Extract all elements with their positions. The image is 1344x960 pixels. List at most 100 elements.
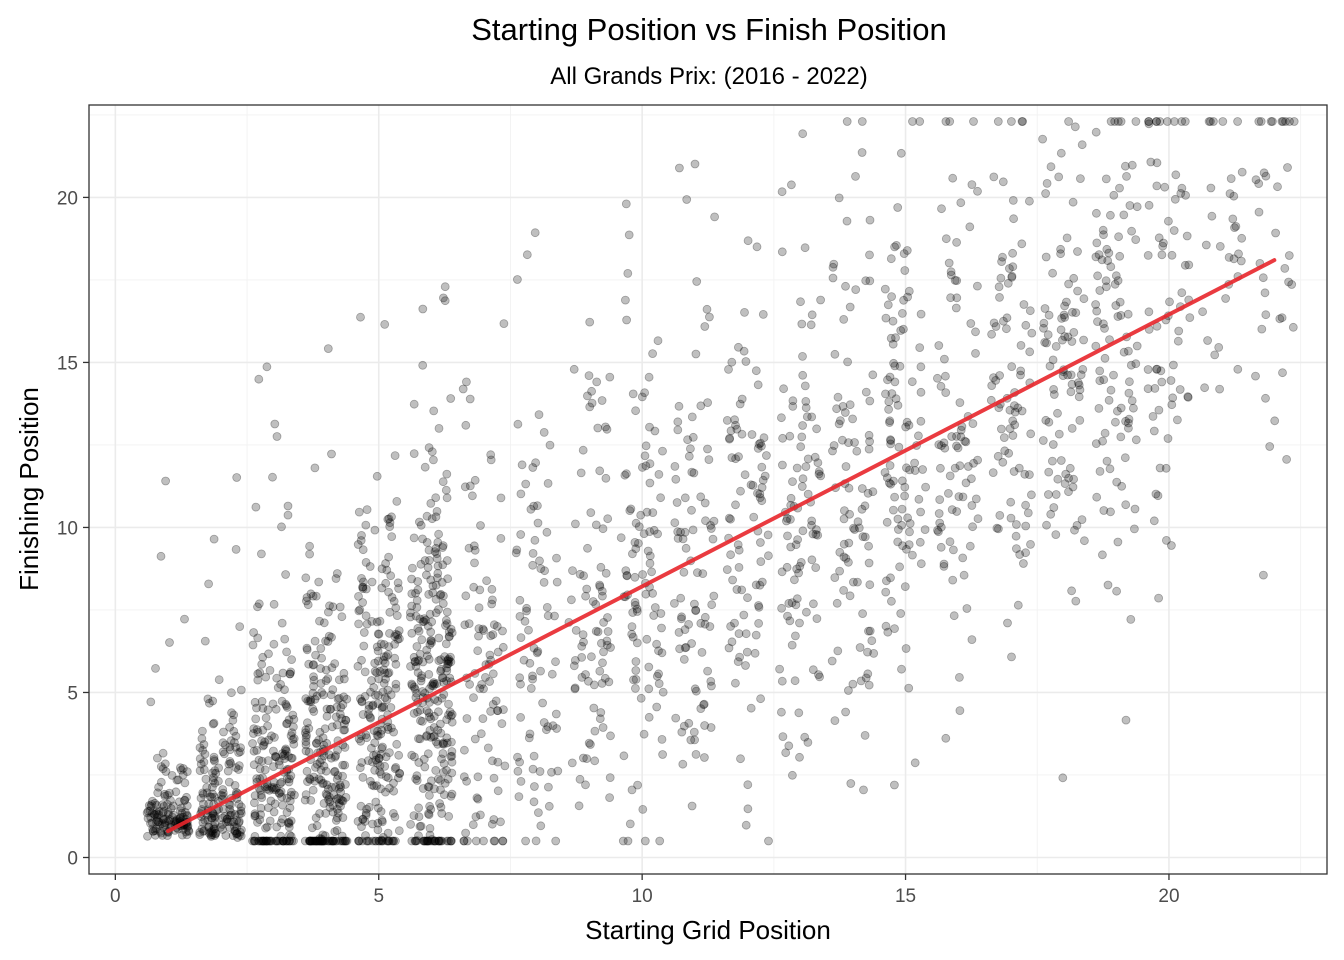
data-point [865, 396, 875, 406]
data-point [276, 787, 286, 796]
data-point [1038, 436, 1048, 445]
data-point [648, 349, 657, 359]
data-point [260, 765, 270, 775]
data-point [317, 688, 327, 697]
data-point [154, 807, 164, 816]
data-point [1155, 117, 1165, 126]
data-point [833, 646, 843, 656]
data-point [1007, 117, 1016, 126]
data-point [1132, 202, 1142, 212]
data-point [268, 746, 278, 756]
data-point [446, 737, 456, 747]
data-point [447, 757, 457, 767]
data-point [1092, 208, 1101, 218]
data-point [263, 756, 273, 765]
data-point [200, 749, 210, 759]
data-point [360, 692, 370, 701]
data-point [476, 521, 485, 530]
data-point [258, 652, 268, 662]
data-point [544, 782, 553, 792]
data-point [1013, 403, 1023, 413]
data-point [886, 479, 896, 489]
data-point [255, 764, 265, 774]
data-point [708, 534, 718, 544]
data-point [1044, 417, 1054, 427]
data-point [1170, 194, 1180, 204]
data-point [605, 773, 615, 782]
data-point [706, 521, 715, 530]
data-point [787, 598, 797, 608]
data-point [222, 814, 232, 824]
data-point [415, 705, 425, 715]
data-point [1056, 249, 1065, 259]
data-point [936, 542, 946, 552]
data-point [391, 683, 401, 693]
data-point [1129, 403, 1138, 413]
data-point [1257, 324, 1267, 334]
data-point [256, 549, 266, 559]
data-point [323, 836, 333, 846]
data-point [282, 836, 292, 846]
data-point [281, 744, 291, 754]
data-point [376, 784, 386, 794]
data-point [143, 806, 153, 816]
data-point [616, 533, 626, 543]
data-point [1218, 117, 1228, 126]
data-point [1027, 490, 1036, 500]
data-point [1110, 117, 1120, 126]
data-point [812, 424, 821, 434]
data-point [308, 688, 318, 698]
data-point [999, 316, 1008, 326]
data-point [218, 791, 228, 801]
data-point [1007, 652, 1016, 662]
data-point [378, 742, 387, 752]
data-point [631, 518, 641, 528]
data-point [684, 451, 694, 461]
data-point [413, 657, 423, 666]
data-point [284, 715, 294, 725]
data-point [1130, 504, 1140, 514]
data-point [989, 318, 999, 328]
data-point [807, 516, 817, 526]
data-point [626, 504, 636, 514]
data-point [363, 756, 373, 765]
data-point [334, 799, 344, 808]
data-point [630, 598, 640, 607]
data-point [221, 817, 231, 827]
data-point [945, 471, 955, 481]
data-point [941, 733, 951, 743]
data-point [628, 389, 638, 399]
data-point [390, 836, 400, 846]
data-point [1125, 377, 1134, 387]
data-point [764, 551, 773, 561]
data-point [649, 525, 659, 535]
data-point [420, 836, 430, 846]
data-point [319, 618, 329, 628]
data-point [414, 626, 424, 636]
data-point [1021, 320, 1031, 330]
data-point [275, 788, 285, 798]
data-point [224, 759, 234, 769]
data-point [447, 747, 457, 756]
data-point [796, 297, 805, 307]
data-point [955, 398, 965, 408]
data-point [1094, 250, 1104, 260]
data-point [528, 671, 537, 681]
data-point [424, 810, 434, 820]
data-point [814, 466, 824, 476]
data-point [642, 634, 652, 644]
data-point [1146, 157, 1156, 167]
data-point [542, 603, 552, 612]
data-point [899, 324, 908, 334]
data-point [1042, 520, 1051, 530]
data-point [679, 721, 689, 731]
data-point [897, 504, 907, 514]
data-point [229, 817, 239, 827]
data-point [223, 817, 233, 827]
data-point [282, 647, 292, 657]
data-point [486, 631, 496, 641]
data-point [225, 757, 235, 766]
data-point [383, 669, 393, 678]
data-point [618, 836, 628, 846]
data-point [250, 811, 260, 820]
